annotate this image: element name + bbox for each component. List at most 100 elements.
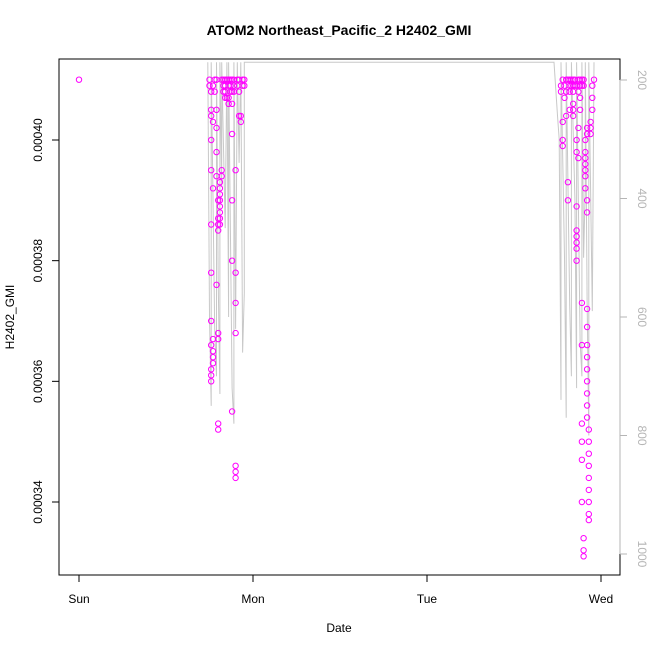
data-point (225, 100, 232, 108)
data-point (583, 209, 591, 216)
x-tick-label: Tue (417, 592, 438, 606)
data-point (209, 82, 217, 89)
data-point (208, 221, 215, 228)
y2-tick-label: 200 (635, 70, 649, 90)
data-point (573, 148, 580, 156)
data-point (241, 76, 248, 83)
data-point (585, 474, 592, 482)
data-point (215, 335, 222, 343)
data-point (583, 378, 591, 385)
data-point (578, 498, 586, 506)
data-point (583, 354, 591, 361)
y2-tick-label: 600 (635, 307, 649, 327)
data-point (585, 486, 592, 494)
data-point (75, 76, 83, 83)
data-point (216, 203, 224, 210)
data-point (557, 82, 565, 89)
data-point (208, 341, 215, 349)
data-point (228, 100, 236, 108)
data-point (585, 462, 592, 469)
data-point (583, 323, 591, 331)
data-point (589, 106, 596, 114)
data-point (209, 354, 217, 361)
data-point (583, 390, 591, 397)
data-point (208, 136, 215, 144)
data-point (228, 88, 236, 95)
data-point (582, 160, 589, 168)
data-point (208, 378, 215, 385)
y-axis-label: H2402_GMI (3, 285, 17, 350)
data-point (585, 516, 592, 524)
data-point (215, 420, 222, 427)
data-point (209, 118, 217, 126)
data-point (582, 136, 589, 144)
data-point (585, 426, 592, 433)
data-point (208, 167, 215, 174)
data-point (208, 366, 215, 373)
data-point (580, 535, 587, 542)
data-point (575, 124, 582, 132)
data-point (209, 348, 217, 355)
data-point (215, 426, 222, 433)
data-point (209, 360, 217, 367)
data-points-layer (75, 76, 598, 560)
data-point (573, 227, 580, 234)
data-point (587, 130, 594, 138)
plot-frame (58, 58, 621, 576)
data-point (570, 100, 577, 108)
data-point (225, 94, 232, 102)
data-point (576, 94, 584, 102)
depth-line-layer (207, 61, 595, 436)
data-point (213, 124, 220, 132)
y-tick-label: 0.00040 (31, 118, 45, 162)
data-point (566, 106, 573, 114)
data-point (583, 341, 591, 349)
data-point (583, 124, 591, 132)
data-point (216, 209, 224, 216)
data-point (583, 366, 591, 373)
y-tick-label: 0.00034 (31, 480, 45, 524)
secondary-y-axis: 200 400 600 800 1000 (619, 70, 649, 568)
data-point (582, 167, 589, 174)
data-point (228, 197, 236, 204)
data-point (208, 112, 215, 120)
data-point (237, 118, 245, 126)
data-point (576, 106, 584, 114)
data-point (211, 88, 218, 95)
data-point (573, 257, 580, 264)
data-point (232, 329, 239, 337)
data-point (573, 239, 580, 246)
data-point (228, 408, 236, 415)
data-point (230, 82, 238, 89)
y2-tick-label: 400 (635, 188, 649, 208)
data-point (559, 118, 566, 126)
data-point (215, 329, 222, 337)
y-axis: 0.00034 0.00036 0.00038 0.00040 (31, 118, 60, 524)
data-point (211, 76, 218, 83)
data-point (582, 185, 589, 192)
data-point (208, 372, 215, 379)
data-point (216, 191, 224, 198)
data-point (227, 82, 234, 89)
data-point (578, 420, 586, 427)
data-point (576, 82, 584, 89)
data-point (564, 179, 572, 186)
data-point (232, 167, 239, 174)
data-point (559, 142, 566, 150)
data-point (585, 510, 592, 518)
data-point (575, 88, 582, 95)
y-tick-label: 0.00038 (31, 239, 45, 283)
data-point (587, 118, 594, 126)
data-point (232, 269, 239, 276)
data-point (213, 281, 220, 288)
data-point (570, 106, 577, 114)
data-point (589, 82, 596, 89)
data-point (559, 136, 566, 144)
data-point (208, 88, 215, 95)
data-point (566, 88, 573, 95)
data-point (216, 215, 224, 222)
data-point (232, 468, 239, 475)
data-point (573, 233, 580, 240)
data-point (578, 299, 586, 307)
